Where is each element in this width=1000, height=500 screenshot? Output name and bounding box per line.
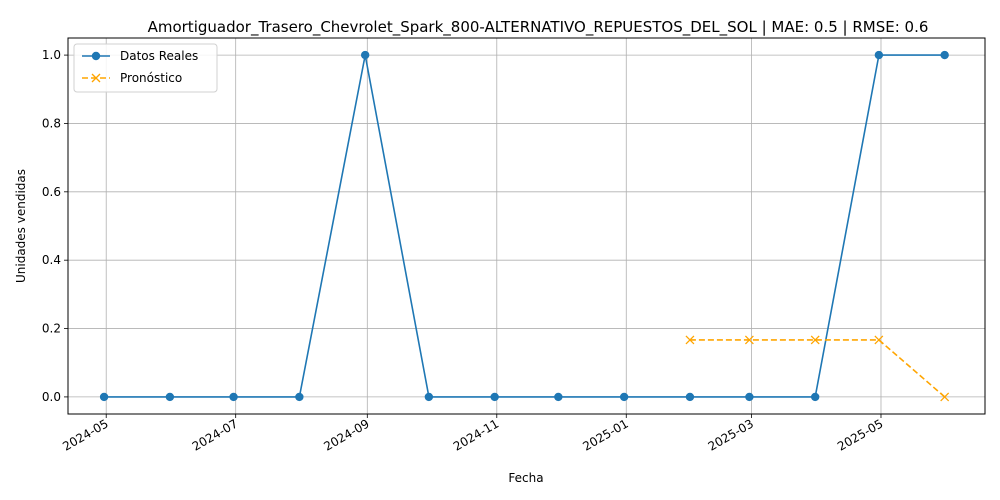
grid-lines [68, 38, 985, 414]
y-tick-label: 0.2 [42, 322, 61, 336]
legend: Datos Reales Pronóstico [73, 43, 218, 93]
y-tick-label: 0.8 [42, 116, 61, 130]
x-tick-label: 2024-09 [321, 416, 371, 453]
x-tick-label: 2024-07 [190, 416, 240, 453]
data-point [360, 50, 370, 60]
legend-item: Datos Reales [82, 49, 198, 63]
y-axis-label: Unidades vendidas [14, 169, 28, 283]
data-point [424, 392, 434, 402]
y-tick-label: 0.4 [42, 253, 61, 267]
legend-label: Pronóstico [120, 71, 182, 85]
x-tick-label: 2024-11 [451, 416, 501, 453]
data-point [91, 73, 101, 83]
series-layer [99, 50, 950, 402]
x-tick-label: 2025-05 [835, 416, 885, 453]
data-point [490, 392, 499, 402]
series-line [104, 54, 945, 398]
data-point [744, 335, 754, 345]
data-point [165, 392, 175, 402]
y-tick-label: 0.6 [42, 185, 61, 199]
x-tick-label: 2025-03 [706, 416, 756, 453]
y-tick-label: 0.0 [42, 390, 61, 404]
data-point [295, 392, 304, 402]
x-tick-label: 2025-01 [580, 416, 630, 453]
axis-ticks: 0.0 0.2 0.4 0.6 0.8 1.0 2024-05 2024-07 2024-09 2… [42, 48, 886, 454]
x-tick-label: 2024-05 [60, 416, 110, 453]
y-tick-label: 1.0 [42, 48, 61, 62]
data-point [810, 335, 820, 345]
legend-item: Pronóstico [82, 71, 182, 85]
data-point [91, 51, 101, 61]
x-axis-label: Fecha [508, 471, 543, 485]
data-point [874, 50, 884, 60]
data-point [940, 50, 949, 60]
series-line [689, 339, 946, 398]
data-point [940, 392, 950, 402]
chart-title: Amortiguador_Trasero_Chevrolet_Spark_800… [148, 18, 929, 37]
data-point [619, 392, 629, 402]
data-point [229, 392, 238, 402]
series-actual [99, 50, 949, 402]
series-forecast [685, 335, 950, 402]
plot-frame [67, 37, 986, 415]
data-point [99, 392, 109, 402]
data-point [810, 392, 820, 402]
data-point [685, 335, 695, 345]
data-point [685, 392, 695, 402]
data-point [874, 335, 884, 345]
data-point [554, 392, 563, 402]
data-point [745, 392, 754, 402]
legend-label: Datos Reales [120, 49, 198, 63]
